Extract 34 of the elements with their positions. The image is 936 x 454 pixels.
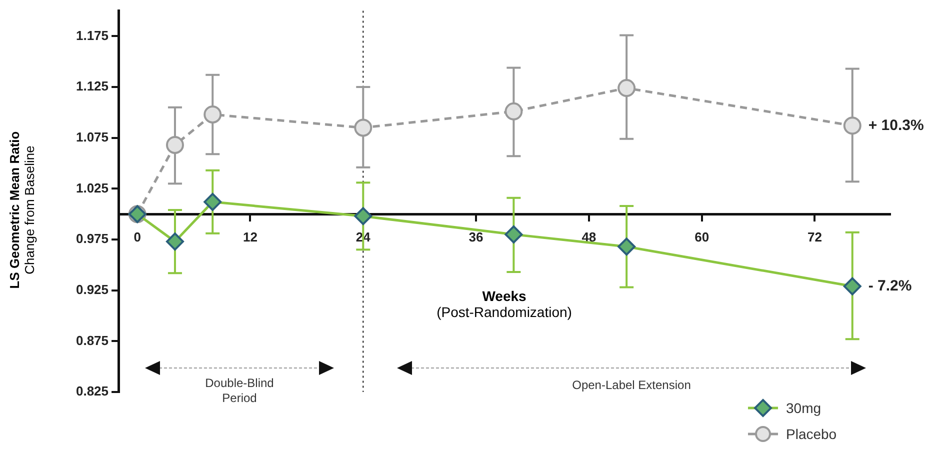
x-axis-title: Weeks (Post-Randomization) [436, 288, 573, 320]
point [843, 116, 862, 135]
legend-label: Placebo [786, 426, 837, 442]
annotation: + 10.3% [868, 116, 924, 134]
point [618, 79, 636, 98]
y-tick-label: 1.075 [76, 129, 109, 144]
x-tick-label: 36 [468, 229, 484, 244]
y-tick-label: 0.925 [76, 282, 109, 297]
annotation: - 7.2% [868, 277, 912, 294]
x-tick-label: 12 [243, 229, 258, 244]
y-tick-label: 1.175 [76, 28, 109, 43]
y-tick-label: 0.875 [76, 332, 109, 348]
y-tick-label: 0.975 [76, 231, 109, 246]
annotation: Double-Blind Period [204, 376, 275, 406]
point [166, 232, 184, 251]
x-tick-label: 0 [134, 229, 141, 244]
x-tick-label: 60 [694, 229, 710, 244]
x-tick-label: 48 [582, 229, 596, 244]
point [618, 238, 636, 256]
y-tick-label: 0.825 [76, 384, 109, 399]
point [204, 105, 222, 124]
point [504, 225, 523, 244]
annotation: Open-Label Extension [571, 378, 692, 393]
point [204, 192, 222, 211]
x-tick-label: 72 [808, 229, 822, 244]
point [843, 277, 862, 296]
legend-label: 30mg [786, 400, 822, 416]
point [354, 118, 372, 137]
y-tick-label: 1.125 [76, 78, 109, 94]
point [354, 207, 372, 226]
y-tick-label: 1.025 [76, 180, 109, 196]
point [166, 136, 184, 154]
point [504, 102, 523, 120]
y-axis-title: LS Geometric Mean Ratio Change from Baseline [7, 130, 37, 291]
